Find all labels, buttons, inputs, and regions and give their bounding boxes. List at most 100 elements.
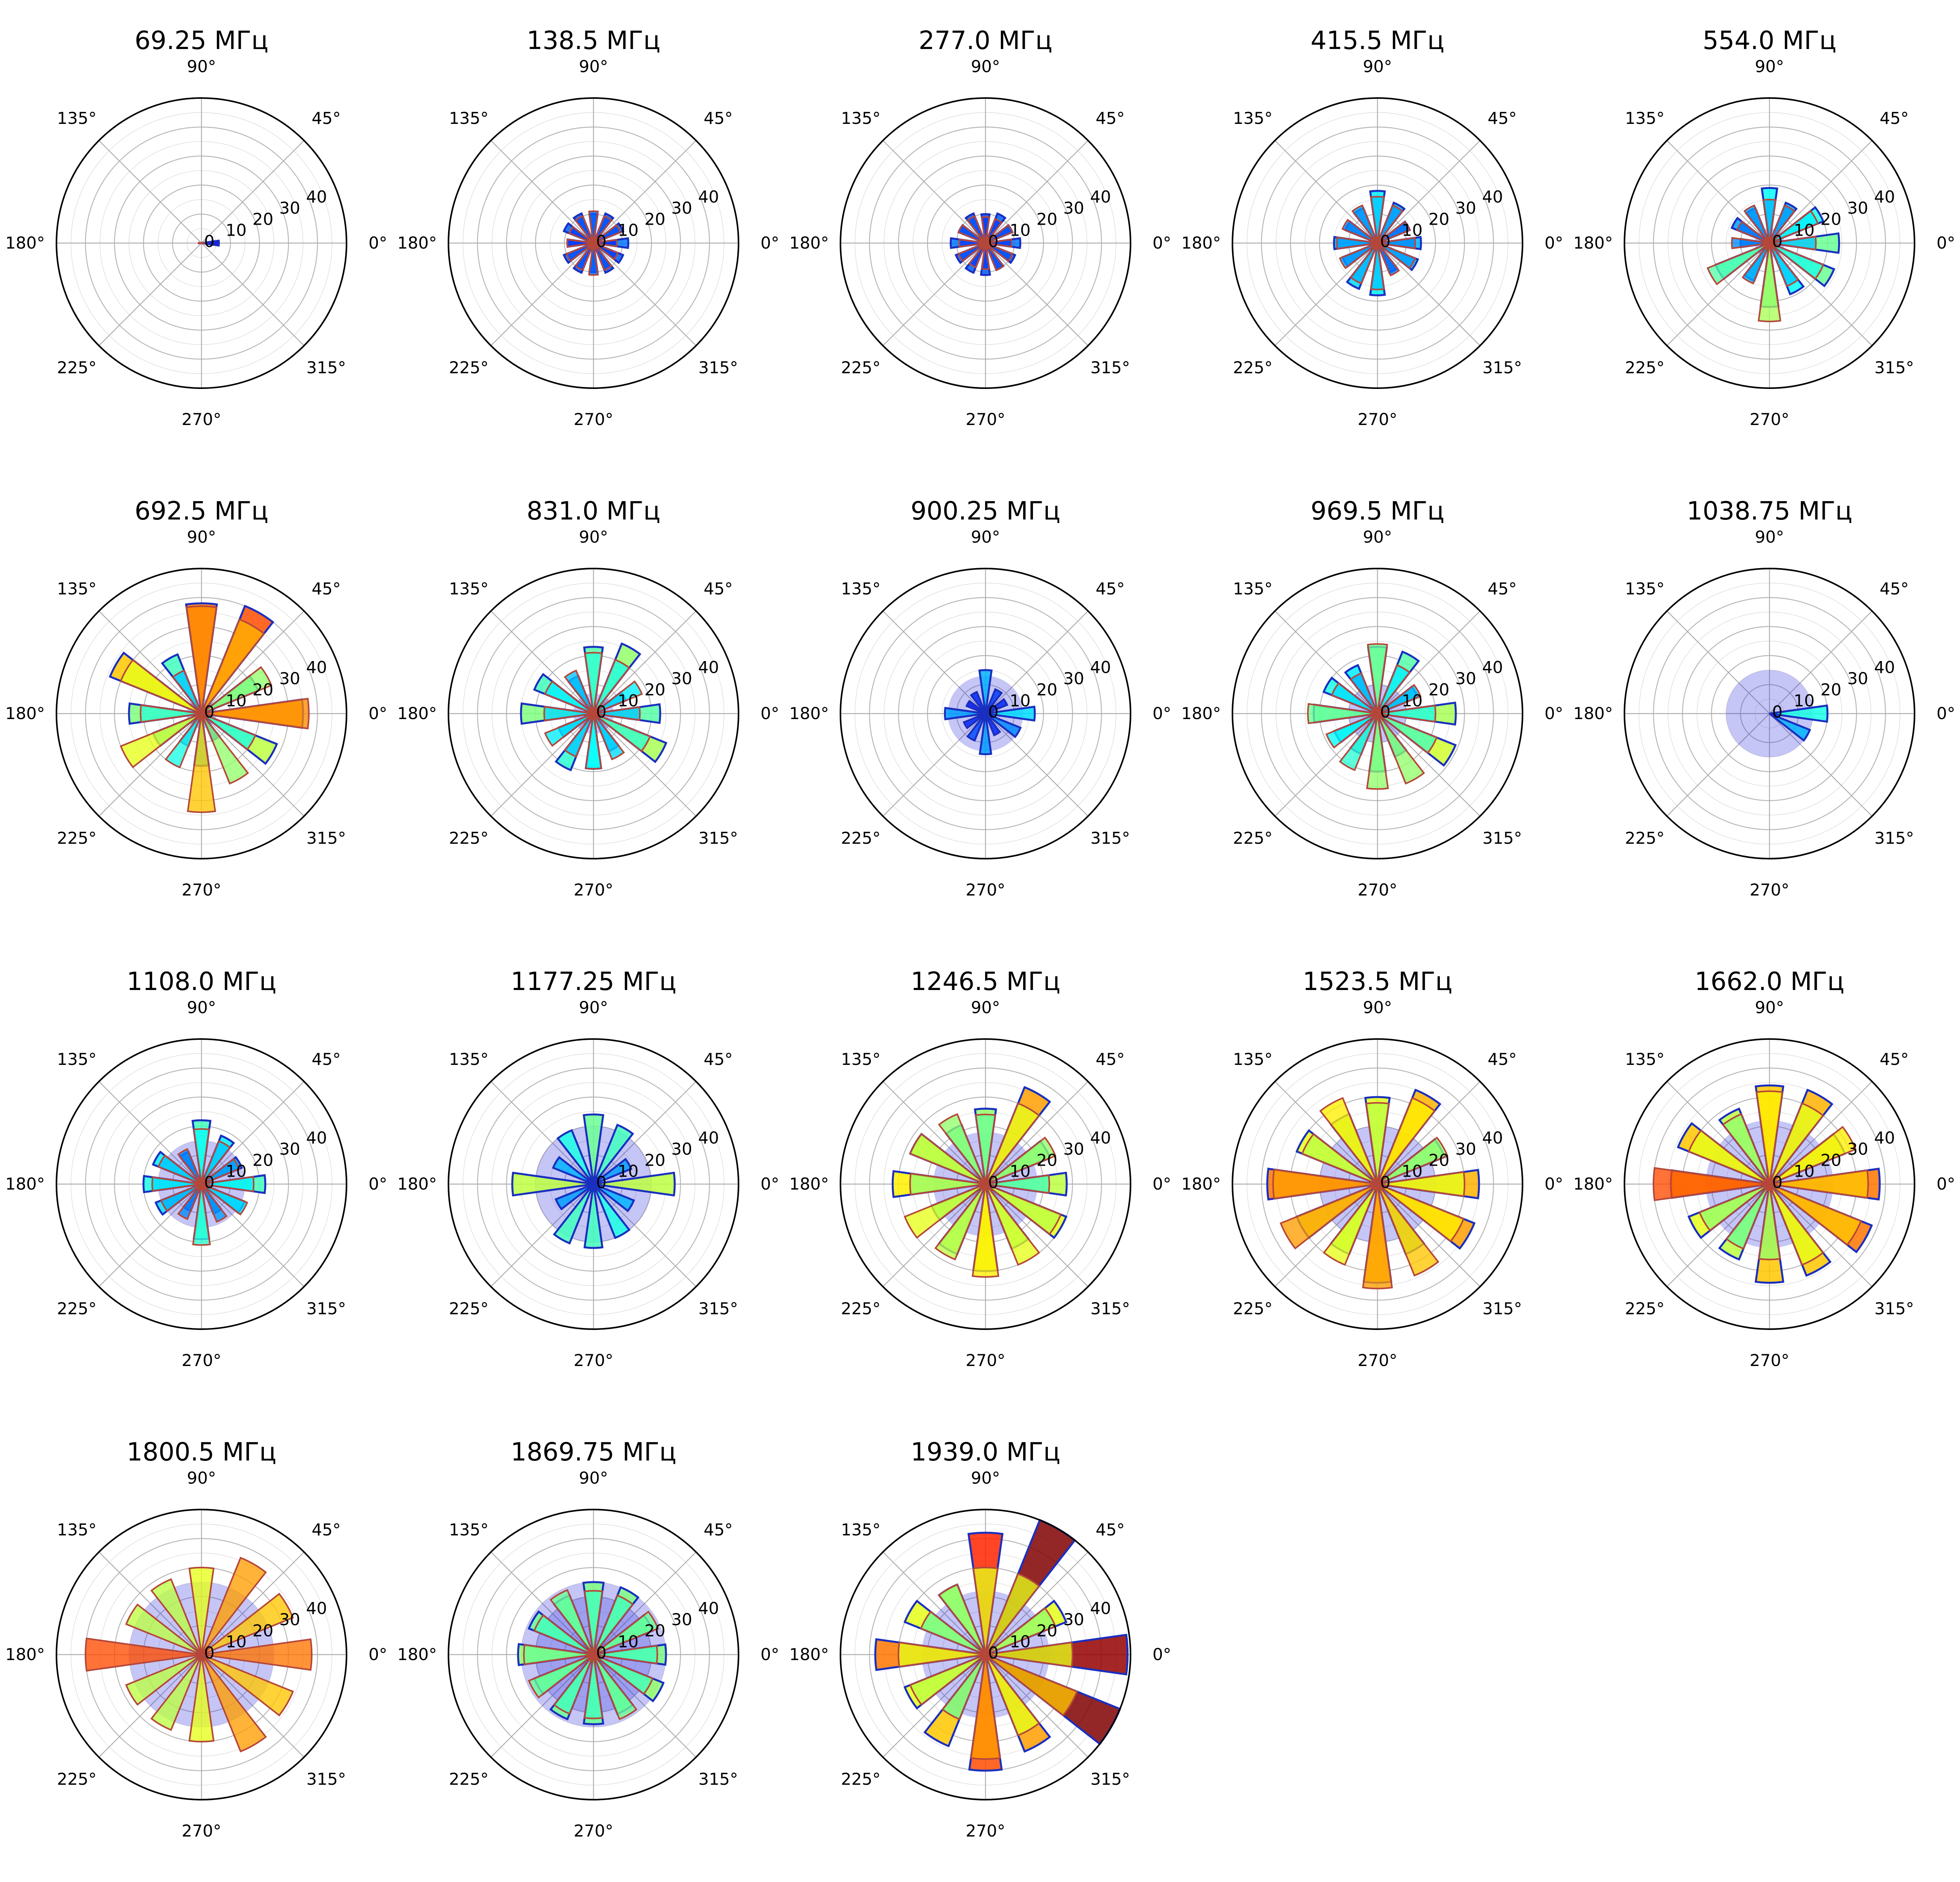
angle-tick-label: 0° [1936,704,1955,723]
angle-tick-label: 90° [579,998,608,1017]
radial-tick-label: 30 [1063,1610,1084,1629]
angular-grid-line [1377,243,1481,346]
radial-tick-label: 30 [1847,1139,1868,1159]
angle-tick-label: 315° [1091,358,1130,377]
angular-grid-line [985,1654,1089,1758]
radial-tick-label: 40 [698,1599,719,1618]
angle-tick-label: 0° [1152,1174,1171,1194]
radial-tick-label: 10 [1010,1632,1031,1651]
angle-tick-label: 0° [1152,704,1171,723]
angle-tick-label: 90° [187,527,216,547]
angular-grid-line [1274,1184,1378,1287]
radial-tick-label: 40 [1090,658,1111,677]
angular-grid-line [1769,140,1873,243]
polar-subplot: 1108.0 МГц 0° 45° 90° 135° 180° 225° 270° 315° 01… [5,967,387,1370]
angle-tick-label: 270° [573,1351,613,1370]
angle-tick-label: 315° [307,1299,346,1318]
polar-bar-inner [150,1654,202,1731]
polar-bar-inner [1652,1167,1770,1201]
angular-grid-line [1377,713,1481,817]
polar-bar-inner [523,1644,594,1665]
angular-grid-line [1769,243,1873,346]
polar-bar-inner [584,1654,603,1719]
angle-tick-label: 315° [699,828,738,848]
polar-bar-inner [1743,204,1770,244]
angular-grid-line [490,1551,594,1655]
polar-bar-inner [1349,242,1378,285]
radial-tick-label: 30 [671,198,692,218]
polar-bar-inner [1330,682,1378,714]
radial-tick-label: 10 [618,221,639,240]
polar-bar-inner [1365,1102,1390,1184]
radial-tick-label: 0 [1772,232,1783,251]
polar-bar-inner [1325,713,1378,749]
angle-tick-label: 135° [841,1520,880,1539]
polar-bar-inner [1279,1183,1378,1250]
polar-bar-outer [593,1183,635,1212]
angular-grid-line [1666,243,1770,346]
angle-tick-label: 90° [1755,998,1784,1017]
angular-grid-line [1666,713,1770,817]
angle-tick-label: 45° [1488,109,1517,128]
polar-subplot: 1662.0 МГц 0° 45° 90° 135° 180° 225° 270° 315° 01… [1573,967,1955,1370]
radial-tick-label: 20 [1036,680,1057,699]
angle-tick-label: 135° [57,1520,96,1539]
angle-tick-label: 45° [312,579,341,598]
polar-bar-inner [165,713,202,768]
angular-grid-line [98,1551,202,1655]
angle-tick-label: 135° [1233,1050,1272,1069]
polar-bar-inner [150,1578,202,1655]
polar-bar-inner [193,1128,210,1184]
subplot-title: 1177.25 МГц [511,967,677,996]
polar-subplot: 1246.5 МГц 0° 45° 90° 135° 180° 225° 270° 315° 01… [789,967,1171,1370]
polar-bar-inner [1377,1183,1439,1277]
polar-spine [56,1038,347,1330]
radial-tick-label: 30 [1063,198,1084,218]
angular-grid-line [1666,1184,1770,1287]
angle-tick-label: 45° [1880,1050,1909,1069]
radial-tick-label: 0 [596,1643,607,1662]
angle-tick-label: 225° [449,828,488,848]
polar-bar-inner [187,713,216,813]
angular-grid-line [1769,1081,1873,1184]
polar-bar-inner [574,242,594,271]
polar-bar-inner [985,1573,1040,1655]
polar-bar-inner [553,1654,594,1715]
polar-bar-inner [985,1102,1040,1185]
polar-bar-inner [985,242,1014,262]
polar-bar-outer [985,712,1022,738]
angle-tick-label: 270° [1749,1351,1789,1370]
polar-bar-inner [201,713,256,750]
polar-bar-inner [201,1140,231,1185]
polar-bar-inner [172,669,202,714]
polar-bar-inner [904,1183,986,1239]
angular-grid-line [201,1654,305,1758]
subplot-title: 969.5 МГц [1310,497,1444,526]
angle-tick-label: 90° [1363,998,1392,1017]
angle-tick-label: 45° [704,1520,733,1539]
angular-grid-line [882,713,986,817]
polar-bar-inner [140,704,202,723]
angle-tick-label: 270° [181,1821,221,1840]
angular-grid-line [98,1654,202,1758]
polar-bar-inner [201,713,249,785]
polar-bar-inner [1336,236,1378,250]
angle-tick-label: 225° [1625,358,1664,377]
radial-tick-label: 40 [1482,658,1503,677]
polar-bar-inner [909,1172,986,1196]
polar-bar-inner [909,1133,986,1185]
radial-tick-label: 10 [1794,691,1815,710]
angular-grid-line [882,610,986,714]
angle-tick-label: 225° [841,358,880,377]
polar-bar-inner [1377,705,1436,723]
polar-bar-outer [593,1172,676,1197]
angle-tick-label: 225° [449,358,488,377]
polar-bar-inner [593,659,630,714]
polar-bar-inner [84,1637,202,1672]
angle-tick-label: 180° [5,233,45,253]
subplot-title: 138.5 МГц [526,26,660,55]
radial-tick-label: 20 [644,680,665,699]
angle-tick-label: 90° [971,998,1000,1017]
subplot-title: 1800.5 МГц [127,1438,276,1467]
subplot-title: 1662.0 МГц [1695,967,1844,996]
